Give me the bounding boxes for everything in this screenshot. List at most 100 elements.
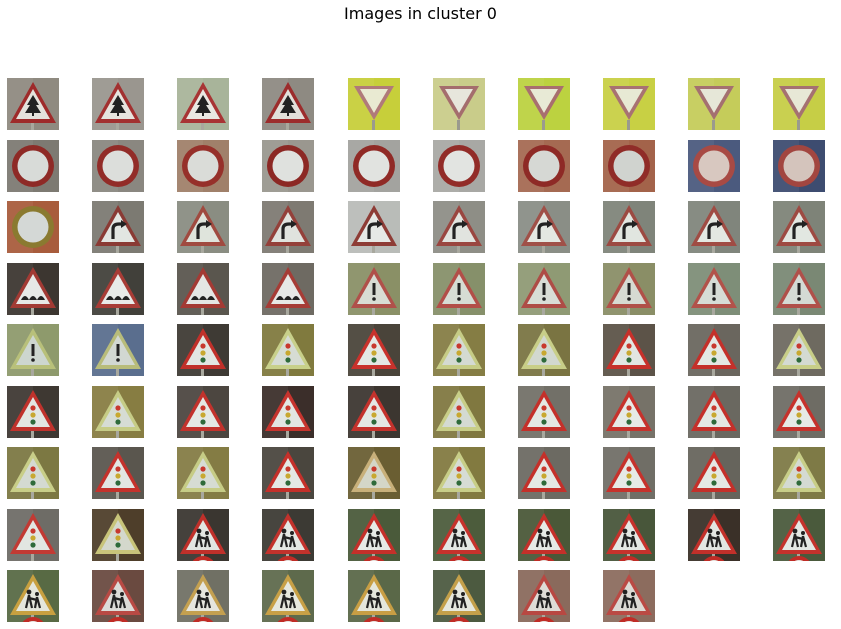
thumbnail-image	[262, 201, 314, 253]
thumbnail-yield	[518, 78, 570, 130]
figure-title: Images in cluster 0	[344, 4, 497, 23]
thumbnail-triangle-kids	[177, 570, 229, 622]
thumbnail-image	[433, 78, 485, 130]
thumbnail-triangle-light	[773, 386, 825, 438]
thumbnail-image	[262, 78, 314, 130]
thumbnail-image	[603, 263, 655, 315]
thumbnail-yield	[433, 78, 485, 130]
thumbnail-circle	[177, 140, 229, 192]
thumbnail-image	[7, 447, 59, 499]
thumbnail-triangle-bang	[603, 263, 655, 315]
thumbnail-triangle-kids	[348, 509, 400, 561]
thumbnail-triangle-bang	[688, 263, 740, 315]
thumbnail-image	[177, 386, 229, 438]
thumbnail-image	[433, 140, 485, 192]
thumbnail-triangle-bang	[773, 263, 825, 315]
thumbnail-image	[518, 201, 570, 253]
thumbnail-image	[773, 324, 825, 376]
thumbnail-image	[433, 263, 485, 315]
thumbnail-triangle-curve	[603, 201, 655, 253]
thumbnail-image	[92, 570, 144, 622]
thumbnail-triangle-light	[433, 386, 485, 438]
thumbnail-triangle-light	[92, 509, 144, 561]
thumbnail-image	[7, 324, 59, 376]
thumbnail-image	[348, 570, 400, 622]
thumbnail-image	[348, 201, 400, 253]
thumbnail-triangle-curve	[433, 201, 485, 253]
thumbnail-image	[518, 570, 570, 622]
thumbnail-image	[603, 201, 655, 253]
thumbnail-image	[348, 447, 400, 499]
thumbnail-circle	[348, 140, 400, 192]
thumbnail-image	[92, 386, 144, 438]
thumbnail-triangle-light	[177, 447, 229, 499]
thumbnail-triangle-bang	[433, 263, 485, 315]
thumbnail-triangle-bumps	[177, 263, 229, 315]
thumbnail-triangle-bang	[518, 263, 570, 315]
thumbnail-circle	[92, 140, 144, 192]
thumbnail-image	[262, 447, 314, 499]
thumbnail-image	[773, 201, 825, 253]
thumbnail-triangle-curve	[773, 201, 825, 253]
thumbnail-triangle-tree	[177, 78, 229, 130]
thumbnail-circle	[433, 140, 485, 192]
thumbnail-image	[603, 78, 655, 130]
thumbnail-image	[92, 201, 144, 253]
thumbnail-image	[518, 509, 570, 561]
thumbnail-triangle-curve	[177, 201, 229, 253]
thumbnail-image	[262, 140, 314, 192]
thumbnail-image	[688, 78, 740, 130]
thumbnail-triangle-kids	[518, 570, 570, 622]
thumbnail-image	[262, 570, 314, 622]
thumbnail-triangle-curve	[262, 201, 314, 253]
thumbnail-triangle-kids	[603, 509, 655, 561]
thumbnail-triangle-light	[518, 447, 570, 499]
thumbnail-triangle-light	[773, 324, 825, 376]
thumbnail-triangle-light	[262, 386, 314, 438]
thumbnail-image	[348, 324, 400, 376]
thumbnail-image	[773, 140, 825, 192]
thumbnail-triangle-light	[518, 324, 570, 376]
thumbnail-triangle-curve	[688, 201, 740, 253]
thumbnail-image	[348, 78, 400, 130]
thumbnail-triangle-light	[177, 386, 229, 438]
thumbnail-image	[177, 78, 229, 130]
thumbnail-triangle-bumps	[92, 263, 144, 315]
thumbnail-triangle-tree	[262, 78, 314, 130]
thumbnail-image	[348, 509, 400, 561]
thumbnail-image	[7, 201, 59, 253]
thumbnail-triangle-light	[7, 509, 59, 561]
thumbnail-triangle-tree	[7, 78, 59, 130]
thumbnail-image	[603, 324, 655, 376]
thumbnail-image	[262, 324, 314, 376]
thumbnail-image	[7, 570, 59, 622]
thumbnail-triangle-light	[603, 447, 655, 499]
thumbnail-image	[773, 263, 825, 315]
thumbnail-triangle-kids	[773, 509, 825, 561]
thumbnail-image	[603, 386, 655, 438]
thumbnail-triangle-light	[773, 447, 825, 499]
thumbnail-image	[177, 201, 229, 253]
thumbnail-image	[773, 386, 825, 438]
thumbnail-triangle-tree	[92, 78, 144, 130]
thumbnail-triangle-curve	[348, 201, 400, 253]
thumbnail-image	[177, 324, 229, 376]
thumbnail-image	[518, 263, 570, 315]
thumbnail-image	[603, 447, 655, 499]
thumbnail-circle	[688, 140, 740, 192]
thumbnail-triangle-light	[348, 324, 400, 376]
thumbnail-yield	[773, 78, 825, 130]
thumbnail-image	[433, 570, 485, 622]
thumbnail-yield	[348, 78, 400, 130]
thumbnail-image	[518, 447, 570, 499]
thumbnail-image	[348, 140, 400, 192]
thumbnail-image	[518, 140, 570, 192]
thumbnail-image	[773, 447, 825, 499]
thumbnail-image	[177, 263, 229, 315]
thumbnail-triangle-light	[92, 447, 144, 499]
thumbnail-image	[688, 263, 740, 315]
thumbnail-image	[518, 324, 570, 376]
thumbnail-triangle-curve	[518, 201, 570, 253]
thumbnail-triangle-bang	[348, 263, 400, 315]
thumbnail-image	[92, 324, 144, 376]
